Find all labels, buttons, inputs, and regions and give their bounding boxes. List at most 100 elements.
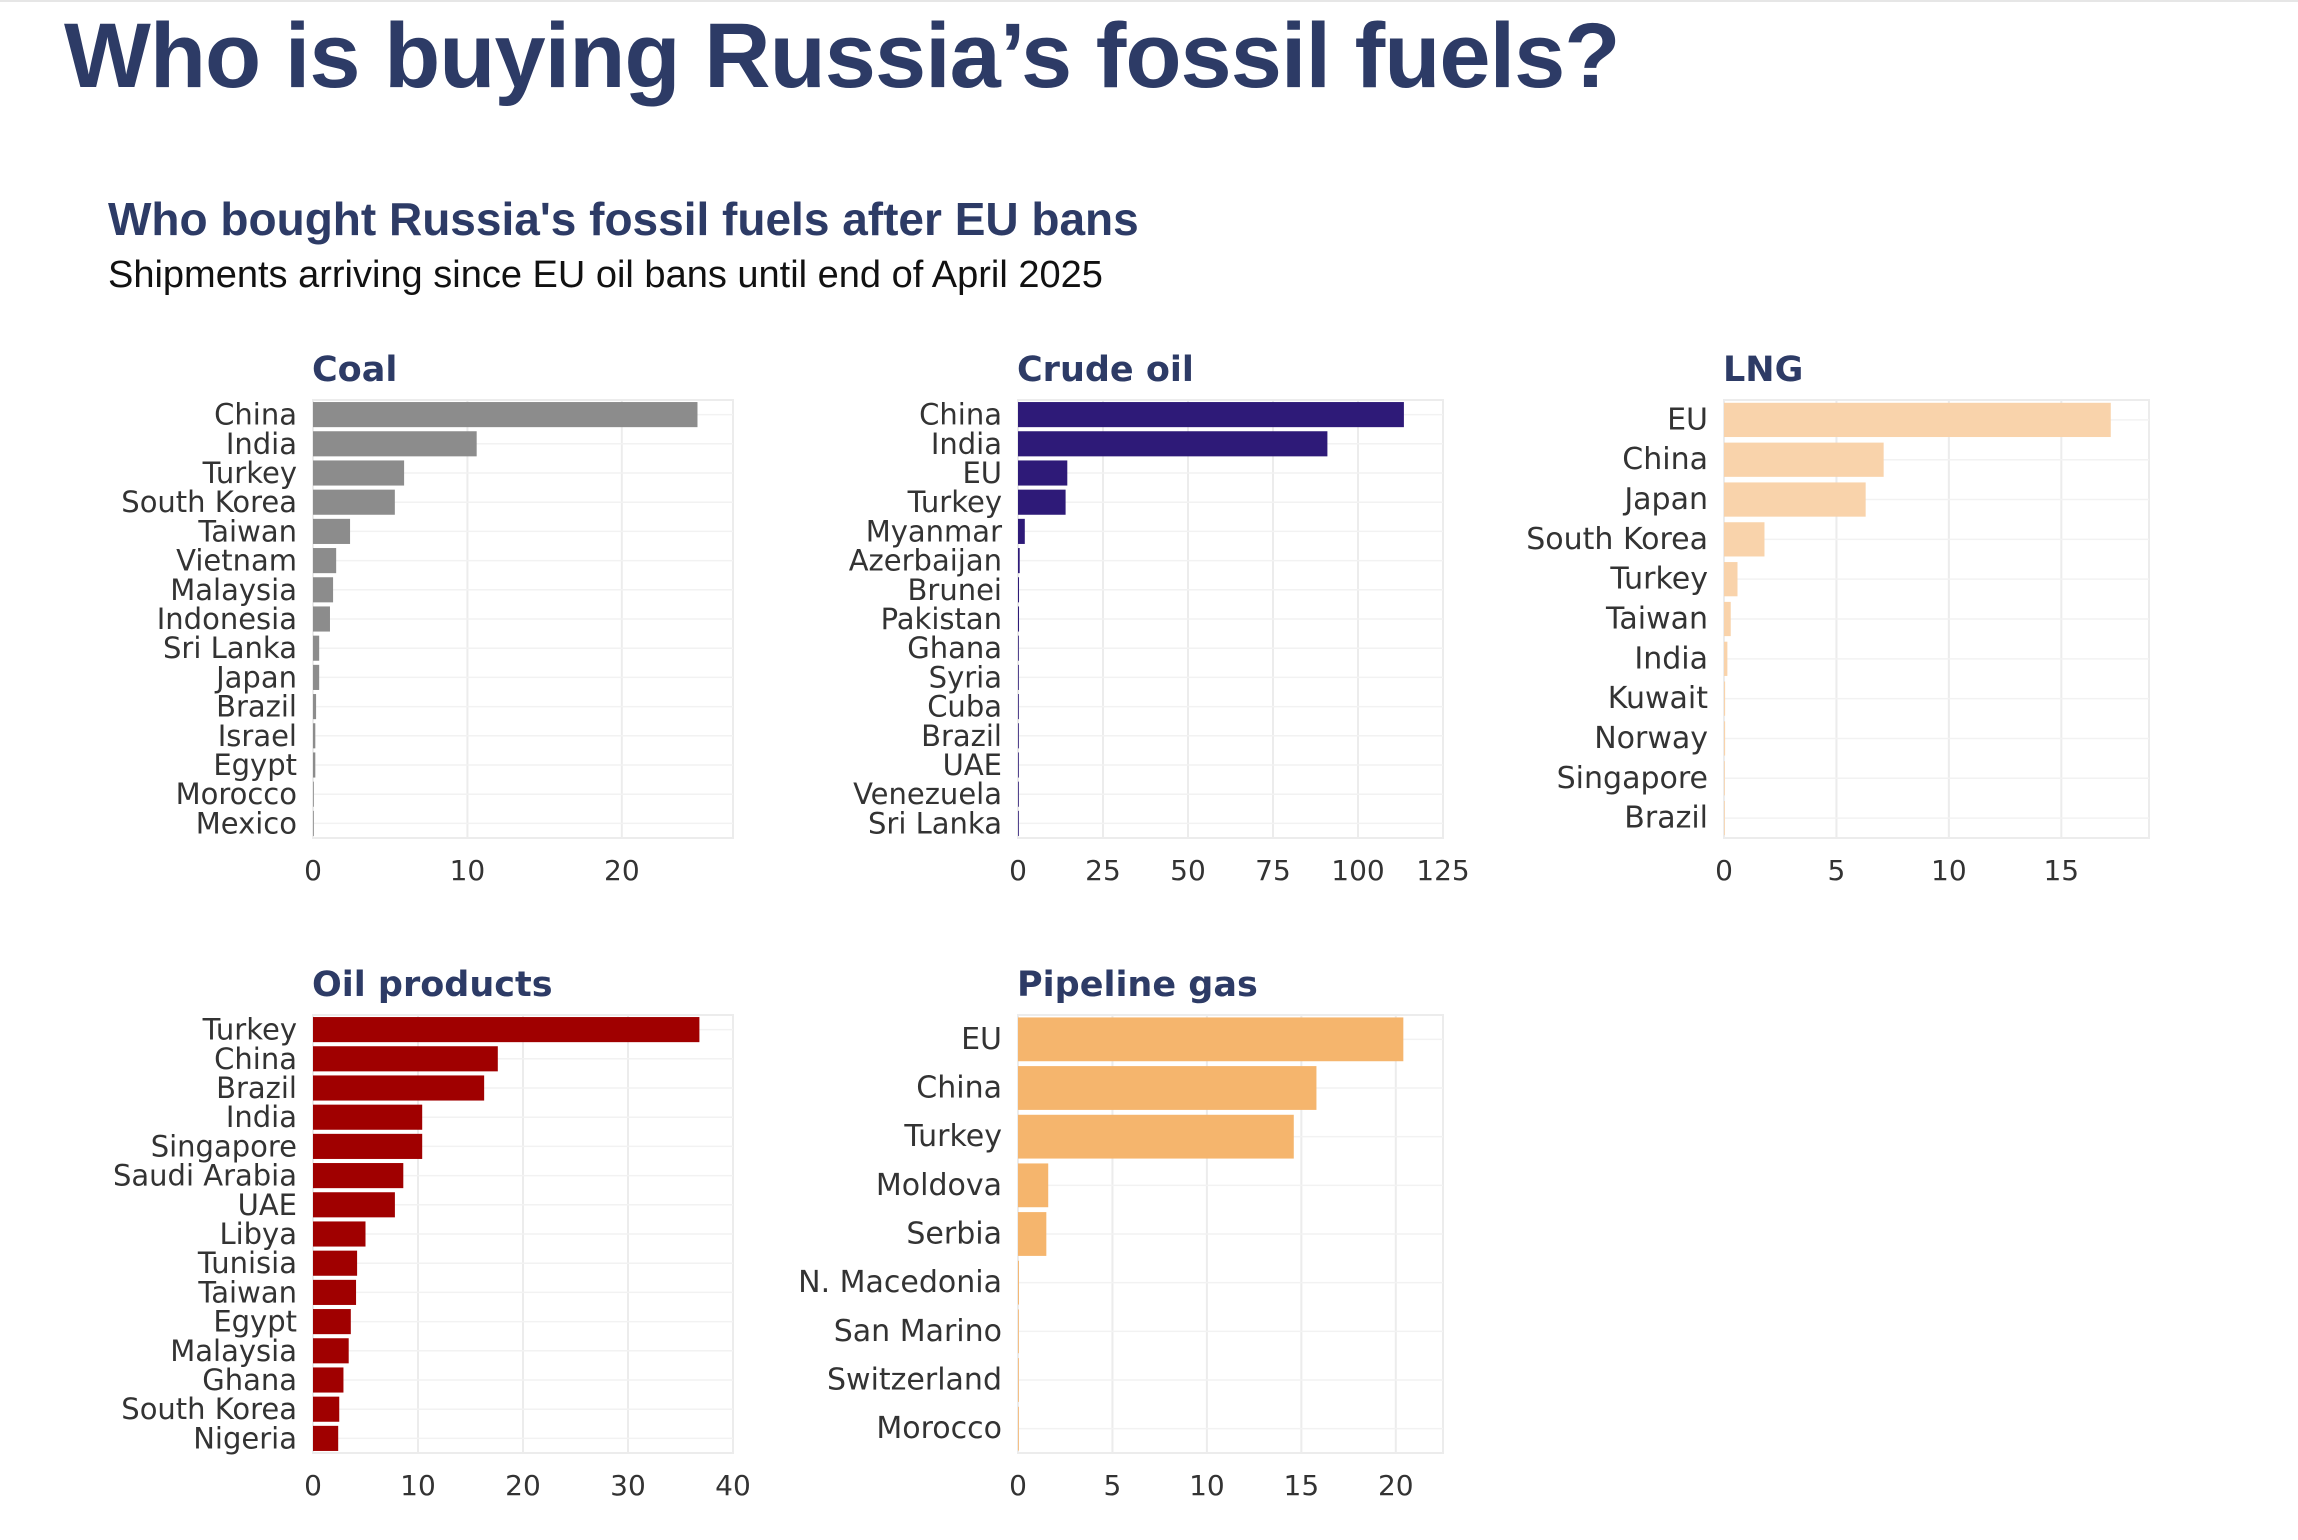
bar-ghana	[313, 1367, 344, 1393]
bar-singapore	[1724, 761, 1725, 796]
page-title: Who is buying Russia’s fossil fuels?	[64, 5, 1620, 107]
bar-san-marino	[1018, 1309, 1019, 1354]
bar-taiwan	[1724, 601, 1731, 637]
x-tick-label: 20	[505, 1469, 541, 1502]
bar-norway	[1724, 721, 1726, 756]
category-label-san-marino: San Marino	[834, 1314, 1002, 1349]
bar-uae	[1018, 752, 1019, 778]
x-tick-label: 100	[1331, 854, 1384, 887]
x-tick-label: 5	[1828, 854, 1846, 887]
category-label-n-macedonia: N. Macedonia	[798, 1265, 1002, 1300]
bar-china	[1724, 442, 1884, 477]
top-divider	[0, 0, 2298, 2]
bar-sri-lanka	[1018, 810, 1019, 836]
category-label-china: China	[214, 1042, 297, 1076]
category-label-south-korea: South Korea	[121, 485, 297, 519]
pipeline-gas-panel: Pipeline gas EU China Turkey Moldova Serbia N…	[705, 955, 1444, 1515]
category-label-brazil: Brazil	[216, 690, 297, 724]
category-label-norway: Norway	[1594, 721, 1708, 756]
oil-products-panel-title: Oil products	[312, 965, 553, 1005]
grid	[1723, 399, 2150, 839]
category-label-libya: Libya	[219, 1217, 297, 1251]
category-label-brunei: Brunei	[908, 573, 1002, 607]
category-label-japan: Japan	[214, 660, 297, 694]
bar-uae	[313, 1192, 395, 1218]
category-label-turkey: Turkey	[907, 485, 1002, 519]
category-label-india: India	[226, 1100, 297, 1134]
category-label-kuwait: Kuwait	[1608, 681, 1708, 716]
category-label-vietnam: Vietnam	[176, 544, 297, 578]
category-label-serbia: Serbia	[906, 1217, 1002, 1252]
chart-subtitle: Shipments arriving since EU oil bans unt…	[108, 254, 1103, 296]
category-label-azerbaijan: Azerbaijan	[849, 544, 1002, 578]
bar-china	[1018, 402, 1404, 428]
bar-kuwait	[1724, 681, 1726, 716]
category-label-syria: Syria	[929, 660, 1002, 694]
coal-panel-title: Coal	[312, 350, 398, 390]
bar-malaysia	[313, 1338, 349, 1364]
category-label-china: China	[214, 398, 297, 432]
bar-ghana	[1018, 635, 1019, 661]
category-label-egypt: Egypt	[213, 748, 297, 782]
category-label-cuba: Cuba	[927, 690, 1002, 724]
category-label-turkey: Turkey	[202, 1013, 297, 1047]
category-label-nigeria: Nigeria	[193, 1421, 297, 1455]
category-label-brazil: Brazil	[1624, 801, 1708, 836]
bar-vietnam	[313, 548, 337, 574]
crude-oil-panel: Crude oil China India EU Turkey Myanmar Azerb…	[705, 340, 1470, 900]
category-label-eu: EU	[961, 1022, 1002, 1057]
bar-india	[1724, 641, 1728, 676]
bar-egypt	[313, 752, 316, 778]
bar-switzerland	[1018, 1358, 1019, 1402]
bar-india	[313, 1104, 423, 1130]
bar-brazil	[313, 694, 317, 720]
bar-turkey	[1724, 562, 1738, 597]
category-label-singapore: Singapore	[151, 1129, 297, 1163]
category-label-israel: Israel	[218, 719, 297, 753]
bar-malaysia	[313, 577, 334, 603]
x-tick-label: 0	[304, 1469, 322, 1502]
bar-china	[1018, 1066, 1317, 1110]
bar-turkey	[1018, 1114, 1294, 1159]
bar-indonesia	[313, 606, 330, 632]
x-tick-label: 20	[604, 854, 640, 887]
category-label-brazil: Brazil	[216, 1071, 297, 1105]
bar-brazil	[1018, 723, 1019, 749]
bar-eu	[1018, 1017, 1404, 1062]
category-label-taiwan: Taiwan	[197, 514, 297, 548]
category-label-mexico: Mexico	[196, 806, 297, 840]
category-label-eu: EU	[1667, 402, 1708, 437]
bar-turkey	[1018, 489, 1066, 515]
category-label-taiwan: Taiwan	[1605, 602, 1708, 637]
bar-south-korea	[313, 1396, 340, 1422]
bar-india	[313, 431, 477, 457]
bar-serbia	[1018, 1212, 1047, 1256]
bar-nigeria	[313, 1425, 339, 1451]
bar-brunei	[1018, 577, 1020, 603]
bar-brazil	[313, 1075, 485, 1101]
oil-products-panel: Oil products Turkey China Brazil India Singa…	[0, 955, 751, 1515]
x-tick-label: 0	[1715, 854, 1733, 887]
category-label-turkey: Turkey	[1609, 562, 1708, 597]
bar-azerbaijan	[1018, 548, 1020, 574]
category-label-egypt: Egypt	[213, 1305, 297, 1339]
bar-china	[313, 1046, 498, 1072]
category-label-turkey: Turkey	[903, 1119, 1002, 1154]
bar-brazil	[1724, 800, 1725, 836]
category-label-india: India	[226, 427, 297, 461]
chart-title: Who bought Russia's fossil fuels after E…	[108, 193, 1139, 245]
x-tick-label: 10	[450, 854, 486, 887]
lng-panel: LNG EU China Japan South Korea Turkey Taiwan I…	[1411, 340, 2150, 900]
bar-tunisia	[313, 1250, 358, 1276]
x-tick-label: 5	[1104, 1469, 1122, 1502]
x-tick-label: 0	[1009, 854, 1027, 887]
category-label-eu: EU	[962, 456, 1002, 490]
x-tick-label: 25	[1085, 854, 1121, 887]
bar-singapore	[313, 1133, 423, 1159]
bar-libya	[313, 1221, 366, 1247]
x-tick-label: 30	[610, 1469, 646, 1502]
bar-south-korea	[1724, 522, 1765, 557]
category-label-myanmar: Myanmar	[866, 514, 1002, 548]
pipeline-gas-bar-chart: EU China Turkey Moldova Serbia N. Macedonia Sa…	[798, 1014, 1444, 1502]
